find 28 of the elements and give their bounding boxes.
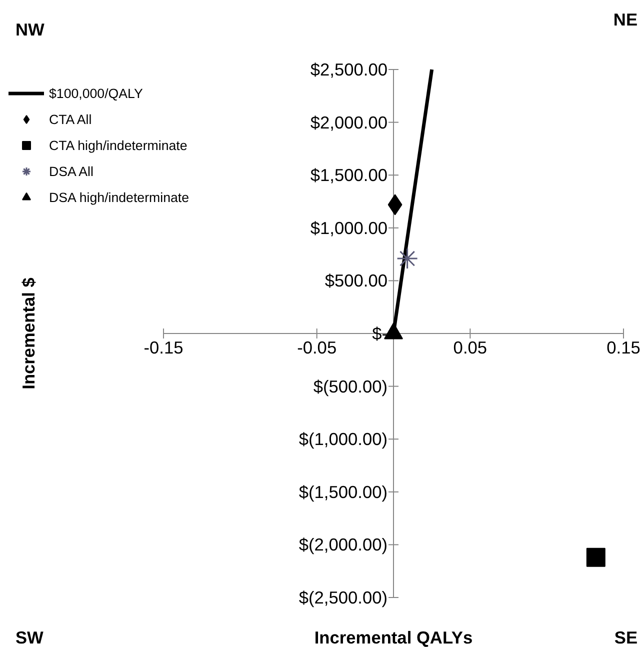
y-tick-label: $(500.00) <box>313 376 388 396</box>
legend-label: DSA All <box>49 164 94 178</box>
y-tick-label: $2,000.00 <box>310 112 388 132</box>
x-axis-title: Incremental QALYs <box>314 628 473 647</box>
y-tick-label: $(1,000.00) <box>298 429 388 450</box>
legend-label: DSA high/indeterminate <box>49 190 190 204</box>
text: NE <box>613 10 638 30</box>
legend-label: CTA All <box>49 112 92 126</box>
legend-label: $100,000/QALY <box>49 86 143 100</box>
y-tick-label: $1,500.00 <box>310 165 388 186</box>
x-tick-label: 0.15 <box>606 338 640 358</box>
y-tick-label: $(1,500.00) <box>298 482 388 502</box>
text: SW <box>16 628 44 647</box>
text: NW <box>16 20 46 40</box>
y-tick-label: $(2,000.00) <box>298 534 388 555</box>
text: Incremental $ <box>18 277 38 390</box>
point <box>586 548 606 567</box>
y-tick-label: $500.00 <box>324 270 388 291</box>
y-tick-label: $- <box>372 324 388 344</box>
text: SE <box>614 628 638 647</box>
legend-label: CTA high/indeterminate <box>49 138 188 152</box>
y-tick-label: $1,000.00 <box>310 218 388 238</box>
y-tick-label: $(2,500.00) <box>298 588 388 608</box>
x-tick-label: -0.15 <box>144 338 184 358</box>
y-tick-label: $2,500.00 <box>310 60 388 80</box>
x-tick-label: -0.05 <box>297 338 337 358</box>
point <box>396 248 418 270</box>
x-tick-label: 0.05 <box>453 338 488 358</box>
